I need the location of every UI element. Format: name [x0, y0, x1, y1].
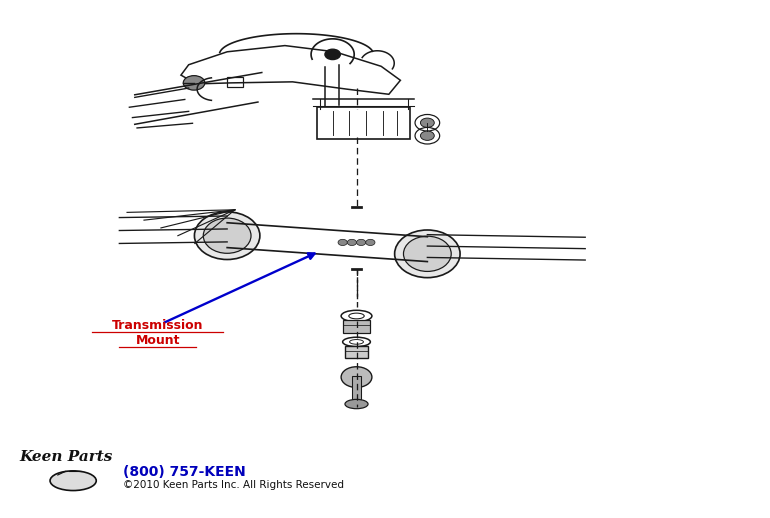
Circle shape: [420, 118, 434, 127]
Bar: [352, 376, 361, 401]
Text: (800) 757-KEEN: (800) 757-KEEN: [123, 465, 246, 479]
Ellipse shape: [345, 399, 368, 409]
Circle shape: [183, 76, 205, 90]
Ellipse shape: [194, 212, 260, 260]
Circle shape: [325, 49, 340, 60]
Text: Keen Parts: Keen Parts: [19, 450, 112, 464]
Bar: [345, 346, 368, 358]
Text: ©2010 Keen Parts Inc. All Rights Reserved: ©2010 Keen Parts Inc. All Rights Reserve…: [123, 480, 344, 490]
Circle shape: [366, 239, 375, 246]
Circle shape: [357, 239, 366, 246]
Bar: [227, 77, 243, 87]
Circle shape: [341, 367, 372, 387]
Text: Mount: Mount: [136, 334, 180, 347]
Ellipse shape: [203, 218, 251, 253]
Circle shape: [338, 239, 347, 246]
Circle shape: [347, 239, 357, 246]
Ellipse shape: [394, 230, 460, 278]
Text: Transmission: Transmission: [112, 319, 203, 332]
Bar: [343, 320, 370, 333]
Ellipse shape: [50, 471, 96, 491]
Circle shape: [420, 131, 434, 140]
Ellipse shape: [403, 236, 451, 271]
